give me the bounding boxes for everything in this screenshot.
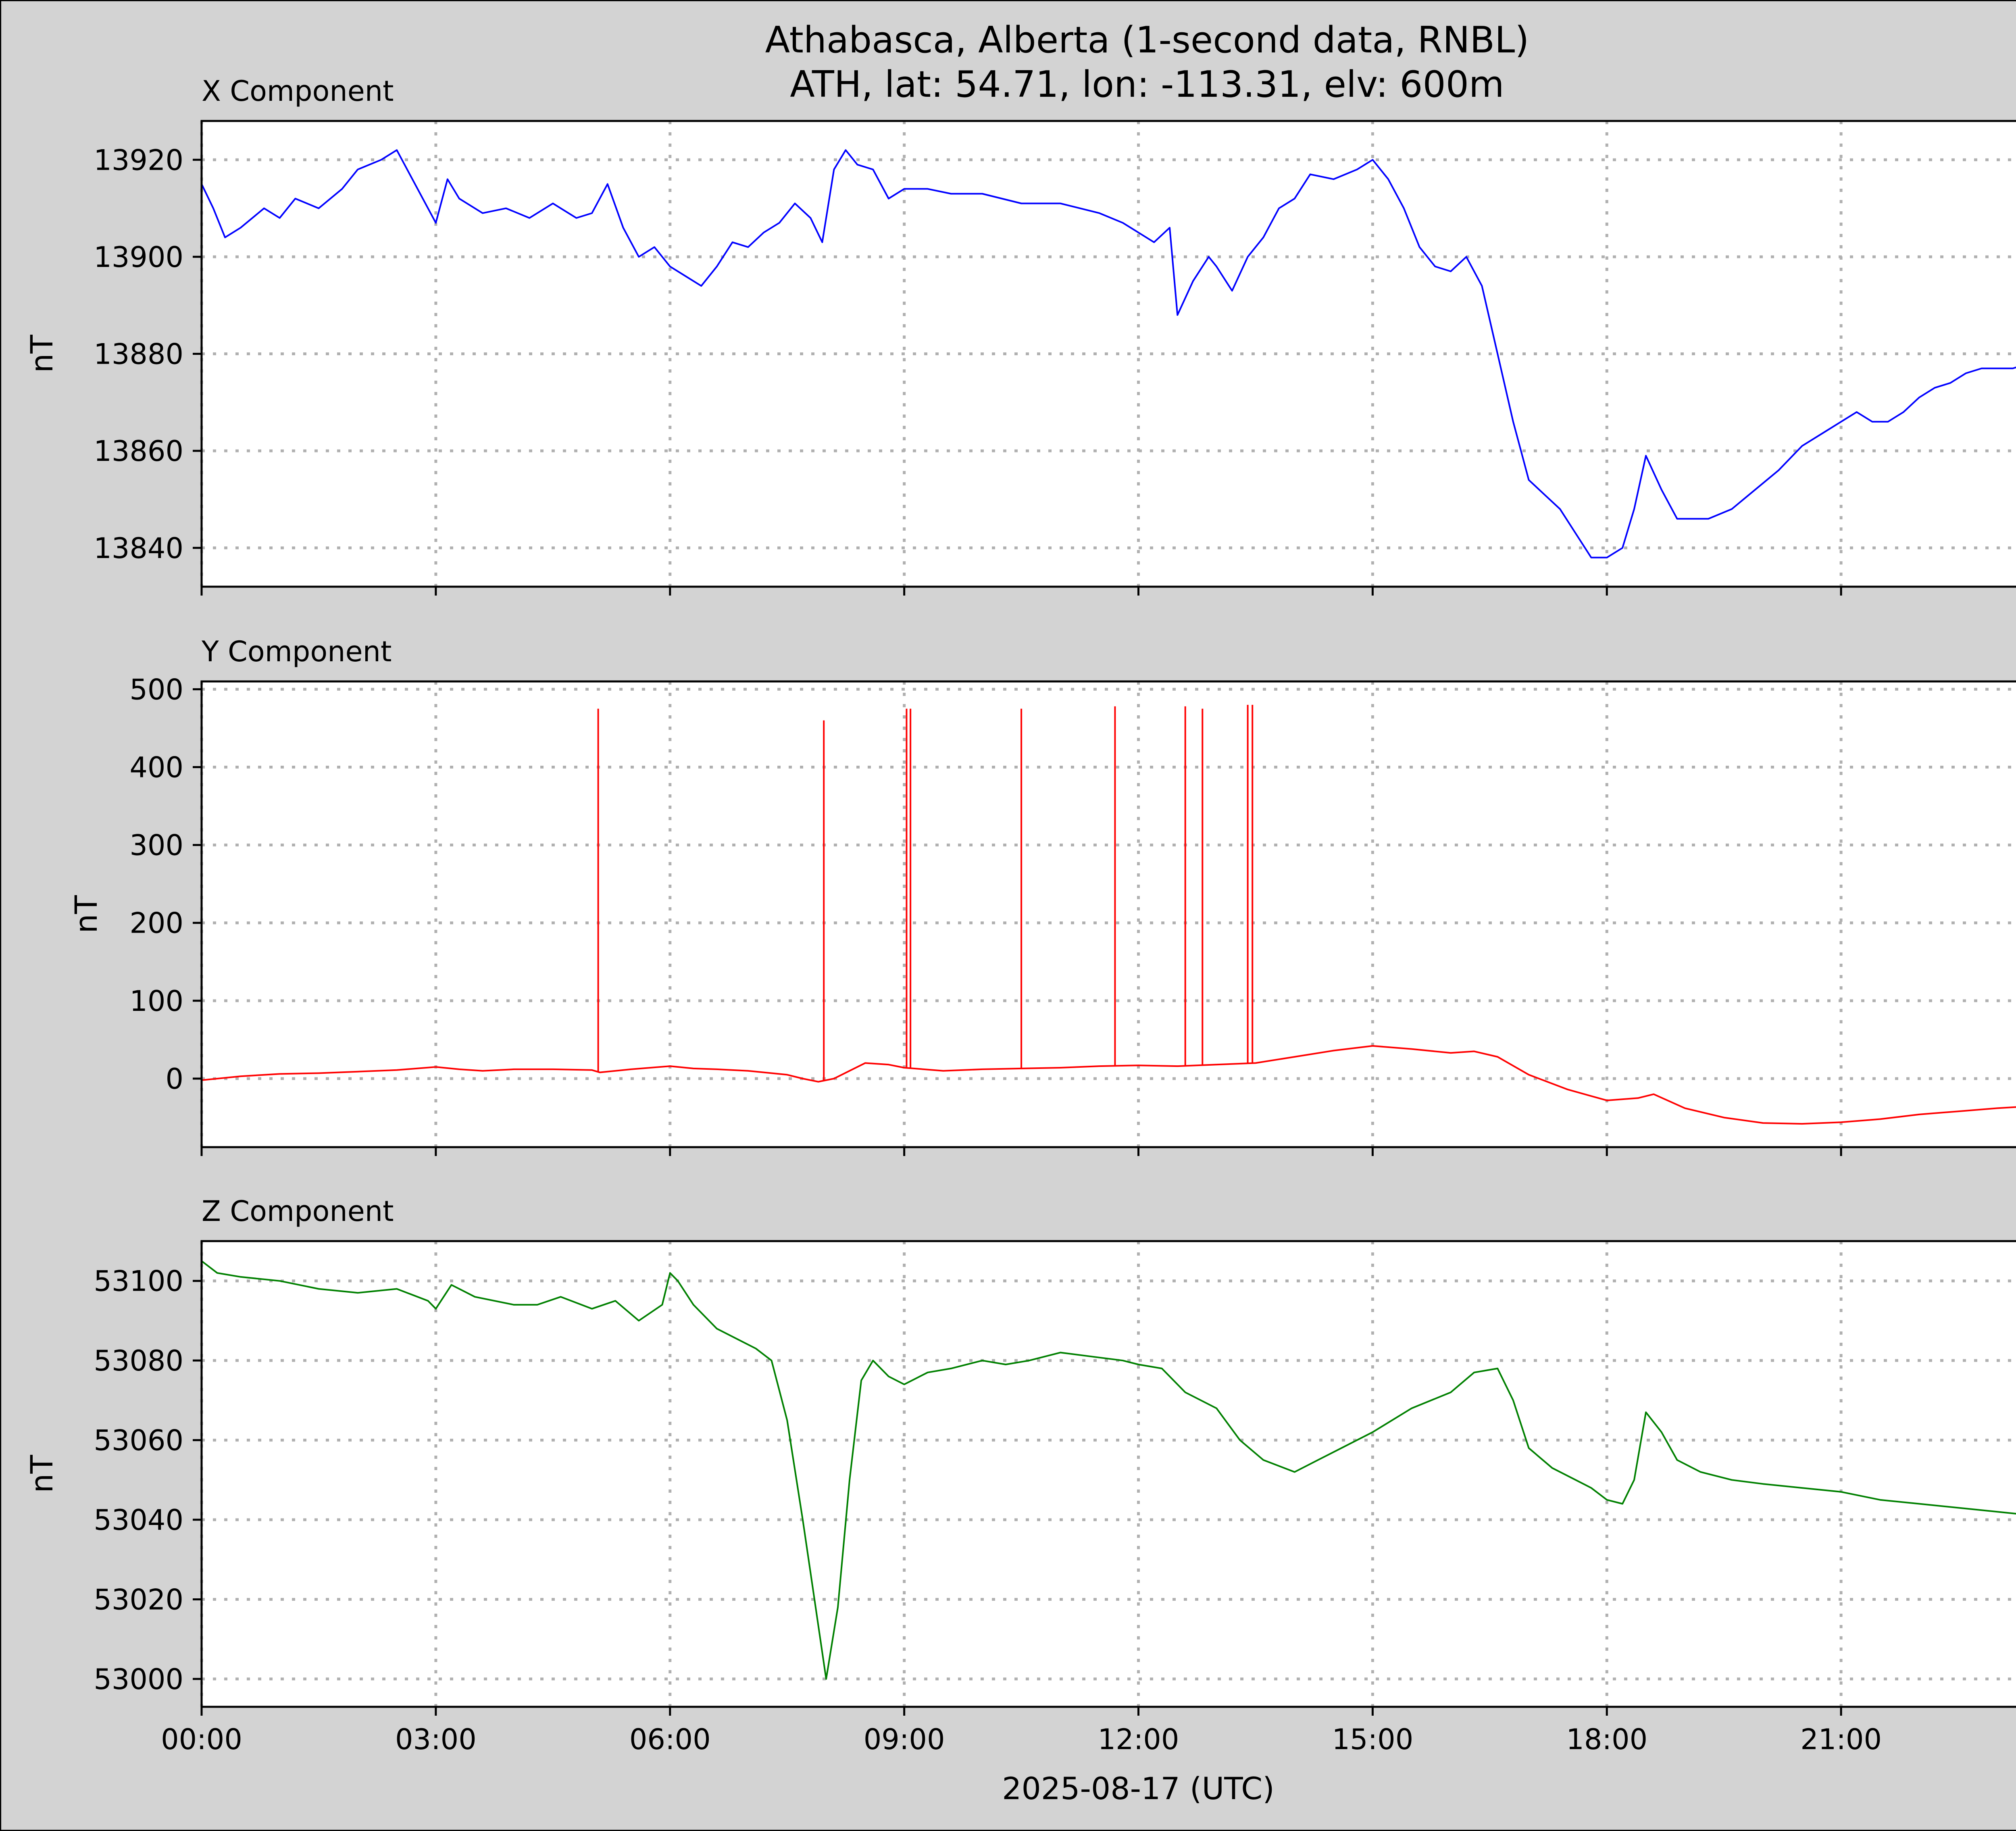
z-ytick-label: 53060: [94, 1424, 183, 1457]
xtick-label: 06:00: [629, 1723, 711, 1756]
z-ytick-label: 53100: [94, 1265, 183, 1298]
z-ytick-label: 53020: [94, 1583, 183, 1616]
y-ytick-label: 500: [129, 673, 183, 706]
y-ytick-label: 200: [129, 907, 183, 940]
y-component-panel: Y Component 0 100 200 300 400 500 nT: [68, 635, 2016, 1156]
x-component-series: [201, 149, 2016, 558]
xtick-label: 09:00: [864, 1723, 945, 1756]
z-component-panel: Z Component 53000 53020 53040 53060 53080 5310…: [24, 1195, 2016, 1756]
x-component-panel: X Component 13840 13860 13880 13900 13920 nT: [24, 75, 2016, 596]
x-component-title: X Component: [202, 75, 394, 108]
z-component-series: [201, 1260, 2016, 1680]
x-ytick-label: 13920: [94, 144, 183, 177]
xtick-label: 21:00: [1800, 1723, 1882, 1756]
x-plot-area: [202, 121, 2016, 587]
y-component-title: Y Component: [201, 635, 392, 668]
x-ytick-label: 13840: [94, 532, 183, 565]
xtick-label: 03:00: [395, 1723, 477, 1756]
x-axis-label: 2025-08-17 (UTC): [1002, 1771, 1275, 1806]
z-y-axis-label: nT: [24, 1455, 60, 1493]
y-ytick-label: 400: [129, 751, 183, 784]
y-ytick-label: 0: [165, 1062, 183, 1096]
z-ytick-label: 53040: [94, 1504, 183, 1537]
chart-panels: X Component1384013860138801390013920nTY …: [24, 75, 2016, 1756]
x-ytick-label: 13900: [94, 241, 183, 274]
x-ytick-label: 13860: [94, 435, 183, 468]
y-ytick-label: 100: [129, 985, 183, 1018]
z-plot-area: [202, 1241, 2016, 1707]
x-y-axis-label: nT: [24, 335, 60, 373]
figure-title-line2: ATH, lat: 54.71, lon: -113.31, elv: 600m: [790, 63, 1504, 106]
xtick-label: 00:00: [161, 1723, 242, 1756]
z-ytick-label: 53000: [94, 1663, 183, 1696]
z-component-title: Z Component: [202, 1195, 394, 1228]
figure-title-line1: Athabasca, Alberta (1-second data, RNBL): [765, 19, 1529, 61]
z-ytick-label: 53080: [94, 1344, 183, 1377]
xtick-label: 18:00: [1566, 1723, 1647, 1756]
xtick-label: 12:00: [1098, 1723, 1179, 1756]
y-ytick-label: 300: [129, 829, 183, 862]
y-y-axis-label: nT: [68, 895, 104, 933]
xtick-label: 15:00: [1332, 1723, 1414, 1756]
x-ytick-label: 13880: [94, 338, 183, 371]
